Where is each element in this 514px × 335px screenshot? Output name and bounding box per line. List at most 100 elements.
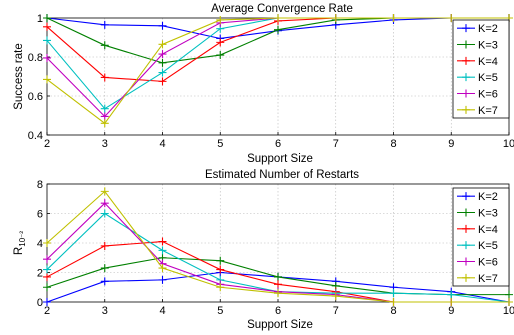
chart-1-xtick-label-6: 8 <box>390 305 396 317</box>
chart-0-xtick-label-1: 3 <box>102 138 108 150</box>
chart-1-series-3-point-6 <box>389 289 398 298</box>
chart-0-series-1-point-0 <box>43 14 51 22</box>
chart-0-ytick-label-3: 1 <box>37 13 43 25</box>
chart-0-series-5-point-5 <box>331 14 340 22</box>
chart-1-legend: K=2 K=3 K=4 K=5 K=6 K=7 <box>452 187 510 287</box>
chart-1-series-4-point-1 <box>100 199 109 208</box>
chart-1-series-5-point-5 <box>331 292 340 301</box>
chart-1-series-2-point-0 <box>43 272 51 281</box>
chart-1-series-5-point-6 <box>389 298 398 306</box>
chart-1-legend-marker-4 <box>462 257 470 266</box>
chart-1-series-0-point-1 <box>100 277 109 286</box>
chart-1-xtick-label-3: 5 <box>217 305 223 317</box>
chart-0-series-1-point-1 <box>100 41 109 50</box>
chart-1-ytick-label-1: 2 <box>37 268 43 280</box>
chart-1-ytick-label-0: 0 <box>37 297 43 309</box>
chart-1-series-5-point-7 <box>447 298 456 306</box>
chart-0-xlabel: Support Size <box>247 153 313 165</box>
chart-0-grid <box>47 18 509 135</box>
chart-1-legend-marker-3 <box>462 241 470 250</box>
chart-0-series-5-point-0 <box>43 75 51 84</box>
chart-1-series-3-point-7 <box>447 290 456 299</box>
chart-1-legend-marker-0 <box>462 192 470 201</box>
chart-0-xtick-label-0: 2 <box>44 138 50 150</box>
chart-1-series-3-point-0 <box>43 265 51 274</box>
chart-1-ytick-label-3: 6 <box>37 209 43 221</box>
chart-0-legend-marker-3 <box>462 73 470 82</box>
chart-0-xtick-label-4: 6 <box>275 138 281 150</box>
chart-0-series-5-point-2 <box>158 40 167 49</box>
chart-1-ylabel: R10⁻² <box>13 231 27 255</box>
chart-0-legend-marker-0 <box>462 24 470 33</box>
chart-1-xtick-label-2: 4 <box>159 305 165 317</box>
chart-0-series-5-point-4 <box>274 14 282 22</box>
chart-0-ytick-label-0: 0.4 <box>28 130 43 142</box>
chart-1-legend-label-1: K=3 <box>478 208 498 220</box>
chart-0-series-4-point-2 <box>158 50 167 59</box>
chart-1-series-5-point-1 <box>100 187 109 196</box>
chart-0-ytick-label-1: 0.6 <box>28 91 43 103</box>
chart-0-series-1-point-4 <box>274 25 282 34</box>
chart-1-series-1-point-0 <box>43 283 51 292</box>
chart-0-legend-marker-5 <box>462 105 470 114</box>
chart-1-legend-label-5: K=7 <box>478 273 498 285</box>
chart-1-ytick-label-2: 4 <box>37 238 43 250</box>
chart-1-series-5-point-8 <box>505 298 513 306</box>
chart-1-series-4-point-0 <box>43 255 51 264</box>
chart-0-series-2-point-0 <box>43 22 51 31</box>
chart-0-series-2-point-3 <box>216 38 225 47</box>
chart-0-legend-label-1: K=3 <box>478 40 498 52</box>
chart-1-legend-label-3: K=5 <box>478 240 498 252</box>
chart-0-series-5-point-3 <box>216 15 225 24</box>
chart-0-series-3-point-1 <box>100 104 109 113</box>
chart-0-series-5 <box>43 14 513 128</box>
chart-0-xtick-label-6: 8 <box>390 138 396 150</box>
chart-0-legend-label-2: K=4 <box>478 56 498 68</box>
chart-0-xtick-label-8: 10 <box>503 138 514 150</box>
chart-1-legend-marker-1 <box>462 208 470 217</box>
chart-1-series-1-point-1 <box>100 264 109 273</box>
chart-1-series-0-point-0 <box>43 298 51 306</box>
chart-1-series-1-point-3 <box>216 256 225 265</box>
chart-1-legend-label-0: K=2 <box>478 191 498 203</box>
chart-0-series-3-point-0 <box>43 36 51 45</box>
chart-0-legend-marker-1 <box>462 40 470 49</box>
chart-1-series-1-point-8 <box>505 290 513 299</box>
chart-0-series-2-point-2 <box>158 77 167 86</box>
chart-1-xtick-label-8: 10 <box>503 305 514 317</box>
chart-0-series-4-point-0 <box>43 53 51 62</box>
chart-1-series-5 <box>43 187 513 306</box>
chart-0-series-5-point-1 <box>100 119 109 128</box>
chart-1-series-2-point-4 <box>274 280 282 289</box>
chart-1-xtick-label-0: 2 <box>44 305 50 317</box>
chart-1-ylabel-subscript: 10⁻² <box>18 231 27 247</box>
chart-1-legend-marker-2 <box>462 224 470 233</box>
chart-0-series-3-point-2 <box>158 68 167 77</box>
chart-1-series-5-point-4 <box>274 289 282 298</box>
chart-0-ylabel: Success rate <box>13 43 25 109</box>
chart-0-legend-label-3: K=5 <box>478 72 498 84</box>
chart-1-xlabel: Support Size <box>247 319 313 331</box>
chart-0-series-1-point-3 <box>216 51 225 60</box>
chart-1-series-3-point-1 <box>100 209 109 218</box>
convergence-rate-chart: 2 3 4 5 6 7 8 9 10 0.4 0.6 0.8 1 Average Convergence … <box>13 3 514 165</box>
chart-1-series-0-point-2 <box>158 275 167 284</box>
chart-1-legend-label-4: K=6 <box>478 257 498 269</box>
chart-0-series-4-point-1 <box>100 112 109 121</box>
chart-1-title: Estimated Number of Restarts <box>205 169 359 181</box>
chart-0-xtick-label-7: 9 <box>448 138 454 150</box>
chart-0-series-5-point-6 <box>389 14 398 22</box>
chart-0-series-1-point-2 <box>158 58 167 67</box>
chart-0-series-2-point-1 <box>100 73 109 82</box>
chart-0-legend-label-4: K=6 <box>478 89 498 101</box>
chart-0-legend-marker-2 <box>462 56 470 65</box>
chart-1-series-3-point-2 <box>158 246 167 255</box>
chart-1-series-2-point-2 <box>158 237 167 246</box>
chart-1-series-2-point-1 <box>100 241 109 250</box>
chart-1-xtick-label-4: 6 <box>275 305 281 317</box>
chart-1-series-1-point-4 <box>274 272 282 281</box>
chart-0-ytick-label-2: 0.8 <box>28 52 43 64</box>
chart-1-ytick-label-4: 8 <box>37 179 43 191</box>
